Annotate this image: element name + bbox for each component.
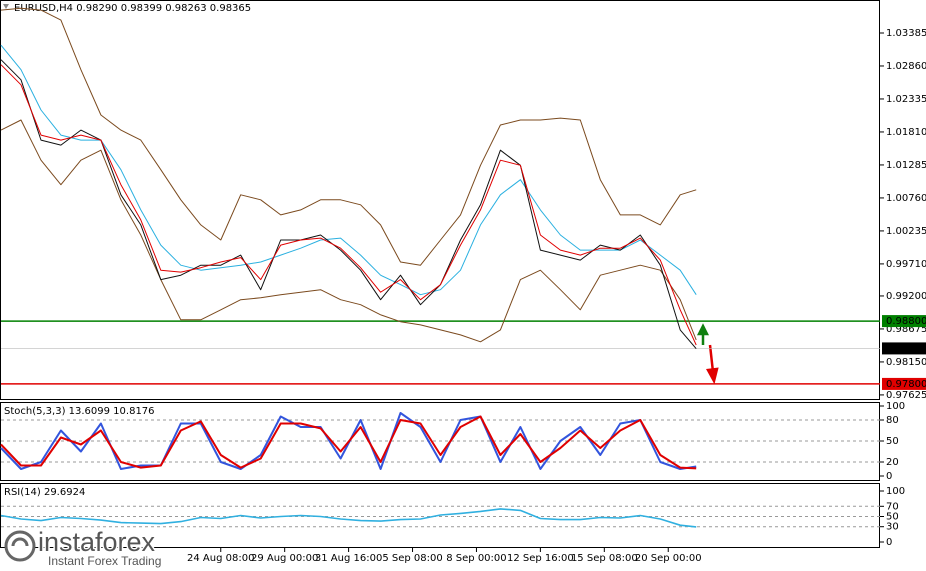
price-box: [882, 315, 926, 328]
indicator-line: [0, 119, 697, 343]
x-tick-label: 15 Sep 08:00: [571, 553, 638, 564]
y-tick-label: 70: [886, 501, 899, 512]
indicator-line: [0, 508, 697, 528]
y-tick-label: 50: [886, 512, 899, 523]
y-tick-label: 0.98150: [886, 357, 926, 368]
current-price-label: 0.98365: [886, 343, 926, 354]
indicator-line: [0, 415, 697, 470]
y-tick-label: 0.99200: [886, 291, 926, 302]
y-tick-label: 0: [886, 537, 892, 548]
y-tick-label: 0.98675: [886, 324, 926, 335]
up-arrow: [696, 323, 710, 345]
logo-icon-arc: [11, 537, 29, 547]
y-tick-label: 1.03385: [886, 28, 926, 39]
y-tick-label: 100: [886, 486, 905, 497]
x-tick-label: 12 Sep 16:00: [507, 553, 574, 564]
stoch-title: Stoch(5,3,3) 13.6099 10.8176: [4, 406, 155, 417]
y-tick-label: 0.97625: [886, 390, 926, 401]
logo: instaforex Instant Forex Trading: [4, 526, 163, 570]
y-tick-label: 1.01810: [886, 127, 926, 138]
indicator-line: [0, 64, 697, 346]
brand-slogan: Instant Forex Trading: [48, 554, 161, 568]
indicator-line: [0, 59, 697, 350]
current-price-box: [882, 342, 926, 355]
y-tick-label: 100: [886, 401, 905, 412]
y-tick-label: 80: [886, 415, 899, 426]
y-tick-label: 50: [886, 436, 899, 447]
price-box: [882, 377, 926, 390]
rsi-title: RSI(14) 29.6924: [4, 487, 85, 498]
y-tick-label: 1.02860: [886, 61, 926, 72]
main-title: EURUSD,H4 0.98290 0.98399 0.98263 0.9836…: [14, 3, 251, 14]
x-tick-label: 20 Sep 00:00: [635, 553, 702, 564]
y-tick-label: 1.02335: [886, 94, 926, 105]
indicator-line: [0, 7, 697, 266]
x-tick-label: 8 Sep 00:00: [446, 553, 506, 564]
y-tick-label: 0.99710: [886, 259, 926, 270]
y-tick-label: 1.00760: [886, 193, 926, 204]
x-tick-label: 31 Aug 16:00: [315, 553, 382, 564]
y-tick-label: 1.00235: [886, 226, 926, 237]
rsi-panel-frame: [0, 483, 880, 548]
y-tick-label: 0: [886, 471, 892, 482]
x-tick-label: 5 Sep 08:00: [382, 553, 442, 564]
main-panel-frame: [0, 0, 880, 400]
down-arrow: [706, 344, 719, 385]
y-tick-label: 20: [886, 457, 899, 468]
x-tick-label: 24 Aug 08:00: [187, 553, 254, 564]
y-tick-label: 30: [886, 522, 899, 533]
y-tick-label: 1.01285: [886, 160, 926, 171]
price-box-label: 0.97800: [886, 379, 926, 390]
price-box-label: 0.98800: [886, 316, 926, 327]
brand-name: instaforex: [38, 527, 156, 557]
symbol-icon: [3, 4, 9, 9]
indicator-line: [0, 44, 697, 296]
x-tick-label: 29 Aug 00:00: [251, 553, 318, 564]
logo-icon: [4, 530, 36, 562]
